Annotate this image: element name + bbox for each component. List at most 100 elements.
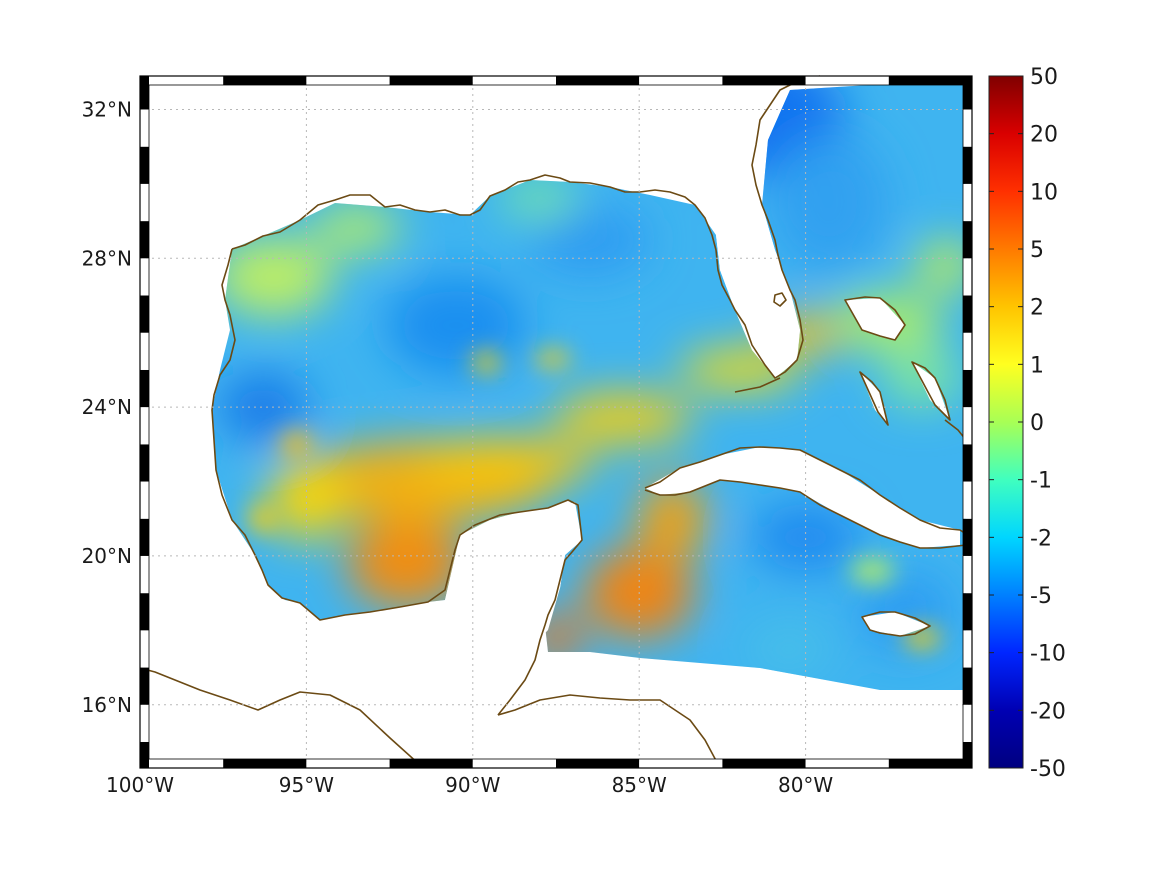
- field-blob: [915, 240, 966, 291]
- field-blob: [552, 393, 693, 444]
- frame-segment: [472, 759, 556, 768]
- colorbar-tick-label: 20: [1030, 123, 1058, 148]
- frame-segment: [963, 183, 972, 222]
- frame-outline: [139, 75, 973, 769]
- yucatan-land: [445, 502, 582, 660]
- frame-segment: [888, 759, 972, 768]
- florida-land: [716, 205, 800, 378]
- frame-segment: [963, 518, 972, 556]
- frame-segment: [140, 258, 149, 296]
- frame-segment: [140, 109, 149, 147]
- frame-segment: [140, 407, 149, 445]
- colorbar-tick-label: -20: [1030, 699, 1066, 724]
- colorbar-tick-label: 10: [1030, 180, 1058, 205]
- sst-field: [212, 83, 966, 690]
- frame-segment: [389, 76, 473, 85]
- frame-segment: [639, 76, 723, 85]
- y-tick-labels: 16°N 20°N 24°N 28°N 32°N: [82, 97, 132, 716]
- frame-segment: [140, 759, 224, 768]
- frame-segment: [963, 76, 972, 110]
- y-tick-label: 24°N: [82, 395, 132, 419]
- frame-segment: [140, 444, 149, 482]
- frame-segment: [963, 704, 972, 742]
- bahamas-land-2: [860, 372, 888, 425]
- field-blob: [750, 502, 861, 573]
- cuba-coastline: [644, 446, 967, 549]
- frame-segment: [140, 630, 149, 668]
- mexico-coastline: [211, 248, 583, 716]
- x-tick-label: 80°W: [778, 773, 833, 797]
- frame-segment: [639, 759, 723, 768]
- field-blobs: [213, 83, 966, 674]
- frame-segment: [140, 741, 149, 768]
- frame-segment: [140, 221, 149, 259]
- gridlines: [140, 76, 972, 768]
- frame-segment: [963, 741, 972, 768]
- land-areas: [445, 205, 960, 660]
- colorbar-tick-label: -5: [1030, 584, 1052, 609]
- frame-segment: [140, 518, 149, 556]
- colorbar-tick-label: 50: [1030, 65, 1058, 90]
- honduras-coastline: [497, 694, 721, 769]
- field-blob: [311, 203, 402, 254]
- field-blob-detail: [472, 352, 501, 373]
- bahamas-coastline: [844, 296, 951, 426]
- frame-inner-outline: [148, 84, 964, 760]
- y-tick-label: 16°N: [82, 693, 132, 717]
- x-tick-label: 95°W: [279, 773, 334, 797]
- frame-segment: [963, 369, 972, 408]
- field-blob-detail: [249, 506, 278, 531]
- frame-segment: [888, 76, 972, 85]
- frame-segment: [963, 332, 972, 370]
- colorbar-tick-label: 0: [1030, 411, 1044, 436]
- field-blob: [768, 132, 889, 273]
- frame-segment: [140, 183, 149, 222]
- x-tick-label: 85°W: [612, 773, 667, 797]
- colorbar-tick-label: -50: [1030, 757, 1066, 782]
- frame-segment: [963, 667, 972, 705]
- frame-segment: [963, 407, 972, 445]
- field-blob: [346, 518, 467, 609]
- field-blobs-detail: [249, 350, 941, 648]
- field-blob: [386, 275, 527, 376]
- y-tick-label: 28°N: [82, 246, 132, 270]
- frame-segment: [389, 759, 473, 768]
- frame-segment: [963, 221, 972, 259]
- x-tick-labels: 100°W 95°W 90°W 85°W 80°W: [106, 773, 833, 797]
- field-blob-detail: [850, 558, 895, 583]
- frame-segment: [963, 146, 972, 184]
- field-blob: [499, 178, 580, 219]
- frame-segment: [805, 76, 889, 85]
- frame-segment: [805, 759, 889, 768]
- field-blob: [213, 236, 334, 317]
- keys-coastline: [734, 377, 781, 393]
- frame-segment: [556, 76, 640, 85]
- frame-segment: [140, 555, 149, 594]
- frame-segment: [140, 704, 149, 742]
- field-blob-detail: [904, 627, 941, 648]
- central-america-coastline: [139, 667, 421, 766]
- cuba-land: [645, 447, 960, 548]
- frame-segment: [140, 332, 149, 370]
- frame-segment: [963, 555, 972, 594]
- bahamas-land-3: [912, 362, 950, 420]
- frame-segment: [722, 76, 806, 85]
- field-blob: [218, 372, 309, 443]
- colorbar-tick-label: -1: [1030, 469, 1052, 494]
- frame-segment: [140, 76, 149, 110]
- frame-segment: [140, 146, 149, 184]
- frame-segment: [223, 759, 307, 768]
- frame-segment: [963, 481, 972, 519]
- coastlines: [139, 75, 967, 769]
- jamaica-coastline: [861, 611, 931, 637]
- frame-segment: [140, 369, 149, 408]
- frame-segment: [963, 593, 972, 631]
- frame-segment: [556, 759, 640, 768]
- bahamas-land: [845, 298, 905, 340]
- y-tick-label: 32°N: [82, 97, 132, 121]
- colorbar-tick-label: 5: [1030, 238, 1044, 263]
- frame-segment: [472, 76, 556, 85]
